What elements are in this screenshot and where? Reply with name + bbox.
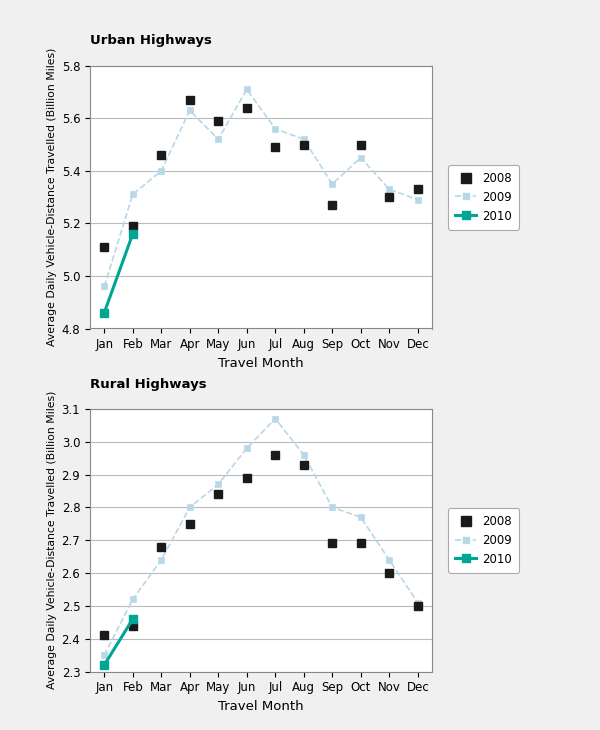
Legend: 2008, 2009, 2010: 2008, 2009, 2010 xyxy=(448,507,519,573)
X-axis label: Travel Month: Travel Month xyxy=(218,357,304,370)
Text: Rural Highways: Rural Highways xyxy=(90,377,206,391)
Legend: 2008, 2009, 2010: 2008, 2009, 2010 xyxy=(448,164,519,230)
Y-axis label: Average Daily Vehicle-Distance Travelled (Billion Miles): Average Daily Vehicle-Distance Travelled… xyxy=(47,48,58,346)
Text: Urban Highways: Urban Highways xyxy=(90,34,212,47)
X-axis label: Travel Month: Travel Month xyxy=(218,700,304,713)
Y-axis label: Average Daily Vehicle-Distance Travelled (Billion Miles): Average Daily Vehicle-Distance Travelled… xyxy=(47,391,58,689)
